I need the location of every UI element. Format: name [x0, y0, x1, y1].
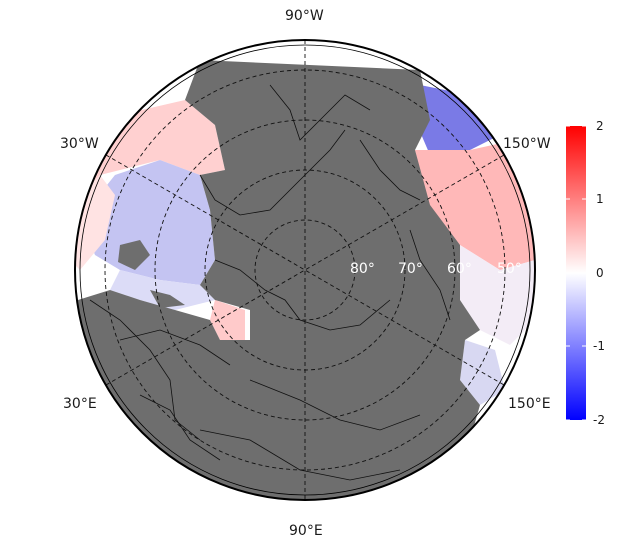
- lat-label-80: 80°: [350, 261, 375, 277]
- lon-label-30w: 30°W: [60, 136, 99, 152]
- lat-label-70: 70°: [398, 261, 423, 277]
- lat-label-60: 60°: [447, 261, 472, 277]
- map-boundary: [74, 39, 536, 501]
- colorbar-tick-neg2: -2: [593, 413, 605, 427]
- colorbar-tick-0: 0: [596, 266, 604, 280]
- lon-label-90e: 90°E: [289, 523, 323, 539]
- island-svalbard: [118, 240, 150, 270]
- anomaly-pacific-warm: [415, 140, 535, 270]
- colorbar-tick-1: 1: [596, 192, 604, 206]
- lon-label-150e: 150°E: [508, 396, 551, 412]
- map-boundary-inner: [79, 44, 531, 496]
- graticule: [104, 40, 506, 500]
- anomaly-pacific-neutral: [460, 245, 535, 345]
- anomaly-barents-cool: [110, 270, 215, 310]
- colorbar-tick-neg1: -1: [593, 339, 605, 353]
- coastlines: [89, 84, 451, 481]
- lon-label-30e: 30°E: [63, 396, 97, 412]
- anomaly-nordic-seas-cool: [85, 160, 215, 285]
- land-mass: [75, 60, 480, 500]
- colorbar-tick-2: 2: [596, 119, 604, 133]
- lat-label-50: 50°: [497, 261, 522, 277]
- lon-label-150w: 150°W: [503, 136, 551, 152]
- lon-label-90w: 90°W: [285, 8, 324, 24]
- anomaly-bering-cool: [415, 85, 510, 155]
